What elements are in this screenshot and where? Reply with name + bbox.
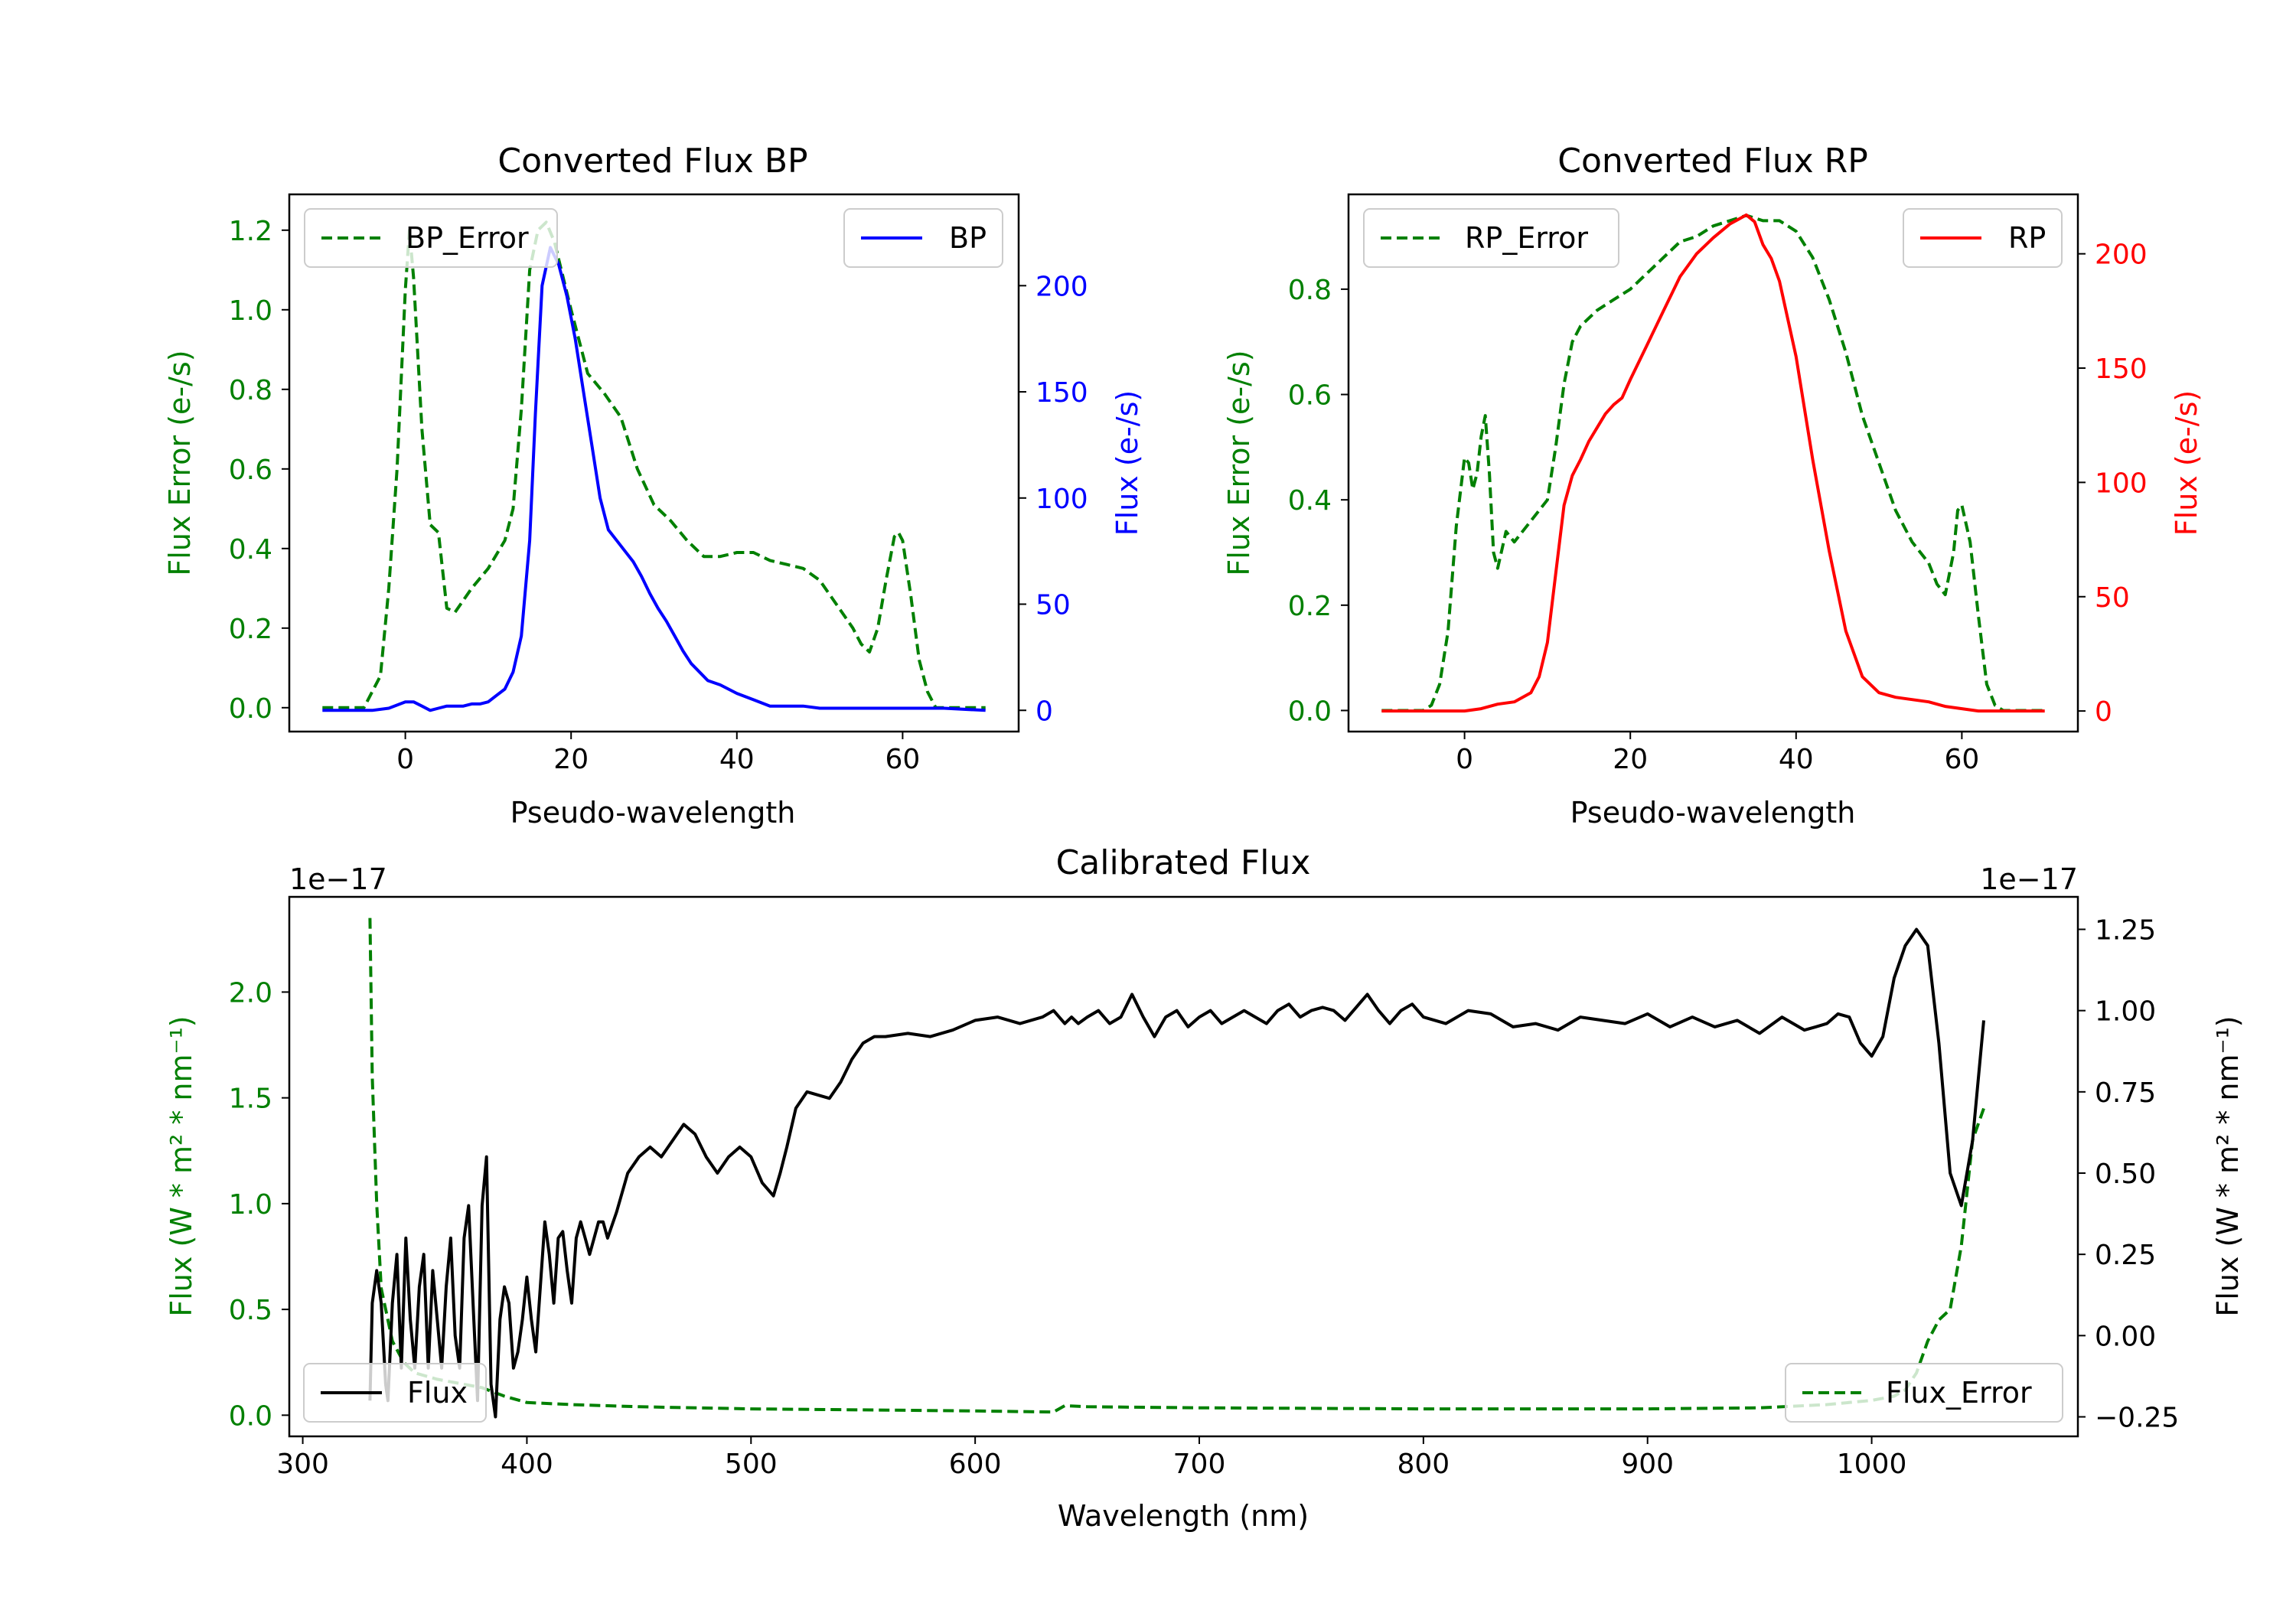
rp-ytick-left-label: 0.4 bbox=[1288, 485, 1332, 517]
rp-ytick-right-label: 200 bbox=[2095, 240, 2148, 271]
bp-series-bp-line bbox=[322, 246, 986, 712]
rp-panel: Converted Flux RP 0 20 40 60 0.0 0.2 0.4 0.6 0.8… bbox=[1222, 142, 2203, 830]
rp-xtick-label: 40 bbox=[1779, 744, 1814, 775]
rp-xtick-label: 20 bbox=[1613, 744, 1648, 775]
calibrated-ytick-right-label: 0.75 bbox=[2095, 1077, 2156, 1109]
calibrated-ytick-right-label: −0.25 bbox=[2095, 1403, 2179, 1434]
calibrated-ytick-right-label: 0.00 bbox=[2095, 1321, 2156, 1352]
calibrated-legend-flux-label: Flux bbox=[407, 1376, 468, 1410]
bp-ytick-left-label: 0.8 bbox=[229, 375, 272, 406]
bp-axes-frame bbox=[288, 193, 1020, 733]
calibrated-offset-left: 1e−17 bbox=[289, 862, 387, 896]
calibrated-ytick-left-label: 0.0 bbox=[229, 1400, 272, 1432]
rp-axes-frame bbox=[1347, 193, 2079, 733]
calibrated-xtick-label: 900 bbox=[1621, 1449, 1674, 1480]
rp-ytick-right-label: 100 bbox=[2095, 468, 2148, 499]
calibrated-ytick-left-label: 1.0 bbox=[229, 1189, 272, 1221]
bp-legend-flux-label: BP bbox=[949, 221, 987, 255]
rp-ytick-left-label: 0.6 bbox=[1288, 380, 1332, 412]
calibrated-xtick-label: 400 bbox=[501, 1449, 553, 1480]
bp-ytick-right-label: 0 bbox=[1035, 696, 1053, 727]
bp-legend-error: BP_Error bbox=[304, 208, 558, 268]
rp-xlabel: Pseudo-wavelength bbox=[1570, 796, 1856, 830]
bp-ytick-left-label: 1.0 bbox=[229, 295, 272, 327]
calibrated-panel: Calibrated Flux 1e−17 1e−17 300 400 500 600… bbox=[165, 843, 2245, 1533]
calibrated-ytick-left-label: 1.5 bbox=[229, 1084, 272, 1115]
bp-ytick-left-label: 0.6 bbox=[229, 455, 272, 486]
rp-series-rp-line bbox=[1381, 213, 2045, 713]
calibrated-ytick-right-label: 0.50 bbox=[2095, 1159, 2156, 1190]
bp-ytick-right-label: 100 bbox=[1035, 484, 1088, 515]
rp-ylabel-left: Flux Error (e-/s) bbox=[1222, 350, 1256, 575]
rp-legend-flux-label: RP bbox=[2008, 221, 2046, 255]
bp-ytick-left-label: 0.2 bbox=[229, 614, 272, 645]
rp-ytick-right-label: 0 bbox=[2095, 696, 2112, 728]
calibrated-ylabel-left: Flux (W * m² * nm⁻¹) bbox=[165, 1015, 198, 1316]
calibrated-title: Calibrated Flux bbox=[1056, 843, 1311, 882]
calibrated-legend-error: Flux_Error bbox=[1785, 1363, 2063, 1423]
calibrated-ytick-right-label: 0.25 bbox=[2095, 1240, 2156, 1271]
bp-ytick-right-label: 150 bbox=[1035, 377, 1088, 409]
calibrated-xtick-label: 500 bbox=[725, 1449, 778, 1480]
rp-series-rp-error-line bbox=[1381, 214, 2045, 712]
rp-legend-flux: RP bbox=[1903, 208, 2063, 268]
bp-xtick-label: 60 bbox=[885, 744, 920, 775]
rp-title: Converted Flux RP bbox=[1557, 142, 1868, 181]
bp-legend-flux: BP bbox=[843, 208, 1003, 268]
calibrated-ytick-right-label: 1.25 bbox=[2095, 914, 2156, 946]
rp-ytick-right-label: 50 bbox=[2095, 582, 2130, 614]
rp-ylabel-right: Flux (e-/s) bbox=[2170, 390, 2203, 536]
calibrated-xtick-label: 300 bbox=[276, 1449, 329, 1480]
rp-ytick-left-label: 0.2 bbox=[1288, 591, 1332, 622]
calibrated-axes-frame bbox=[288, 895, 2079, 1438]
bp-legend-error-label: BP_Error bbox=[406, 221, 529, 255]
calibrated-xtick-label: 800 bbox=[1397, 1449, 1450, 1480]
calibrated-legend-flux: Flux bbox=[303, 1363, 487, 1423]
rp-ytick-left-label: 0.8 bbox=[1288, 275, 1332, 306]
calibrated-xtick-label: 1000 bbox=[1837, 1449, 1907, 1480]
calibrated-legend-error-label: Flux_Error bbox=[1886, 1376, 2032, 1410]
calibrated-ytick-left-label: 2.0 bbox=[229, 977, 272, 1009]
bp-ylabel-right: Flux (e-/s) bbox=[1110, 390, 1144, 536]
rp-xtick-label: 60 bbox=[1944, 744, 1979, 775]
rp-xtick-label: 0 bbox=[1456, 744, 1473, 775]
bp-xlabel: Pseudo-wavelength bbox=[510, 796, 796, 830]
bp-xtick-label: 40 bbox=[719, 744, 755, 775]
bp-ytick-left-label: 0.4 bbox=[229, 534, 272, 566]
bp-xtick-label: 0 bbox=[396, 744, 414, 775]
calibrated-xtick-label: 600 bbox=[949, 1449, 1002, 1480]
bp-ytick-right-label: 50 bbox=[1035, 590, 1071, 621]
bp-ylabel-left: Flux Error (e-/s) bbox=[163, 350, 197, 575]
rp-ytick-right-label: 150 bbox=[2095, 354, 2148, 385]
bp-series-bp-error-line bbox=[322, 220, 986, 709]
rp-ytick-left-label: 0.0 bbox=[1288, 696, 1332, 727]
calibrated-ytick-left-label: 0.5 bbox=[229, 1295, 272, 1326]
bp-xtick-label: 20 bbox=[553, 744, 589, 775]
calibrated-xlabel: Wavelength (nm) bbox=[1058, 1499, 1309, 1533]
bp-title: Converted Flux BP bbox=[497, 142, 807, 181]
bp-ytick-left-label: 0.0 bbox=[229, 693, 272, 725]
bp-ytick-right-label: 200 bbox=[1035, 271, 1088, 302]
rp-legend-error-label: RP_Error bbox=[1465, 221, 1588, 255]
calibrated-series-flux-error-line bbox=[368, 918, 1985, 1414]
rp-legend-error: RP_Error bbox=[1363, 208, 1619, 268]
bp-ytick-left-label: 1.2 bbox=[229, 216, 272, 247]
calibrated-series-flux-line bbox=[368, 927, 1985, 1419]
calibrated-offset-right: 1e−17 bbox=[1980, 862, 2078, 896]
calibrated-ytick-right-label: 1.00 bbox=[2095, 996, 2156, 1028]
calibrated-ylabel-right: Flux (W * m² * nm⁻¹) bbox=[2211, 1015, 2245, 1316]
calibrated-xtick-label: 700 bbox=[1173, 1449, 1226, 1480]
bp-panel: Converted Flux BP 0 20 40 60 0.0 0.2 0.4 0.6 0.8… bbox=[163, 142, 1144, 830]
